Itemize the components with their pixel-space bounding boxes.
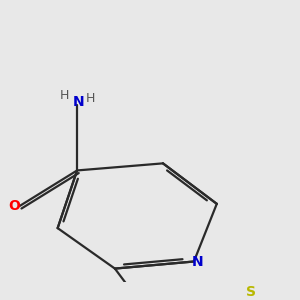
Text: N: N bbox=[192, 254, 203, 268]
Text: S: S bbox=[246, 285, 256, 299]
Text: N: N bbox=[73, 94, 85, 109]
Text: H: H bbox=[85, 92, 95, 105]
Text: H: H bbox=[59, 89, 69, 103]
Text: O: O bbox=[8, 199, 20, 213]
